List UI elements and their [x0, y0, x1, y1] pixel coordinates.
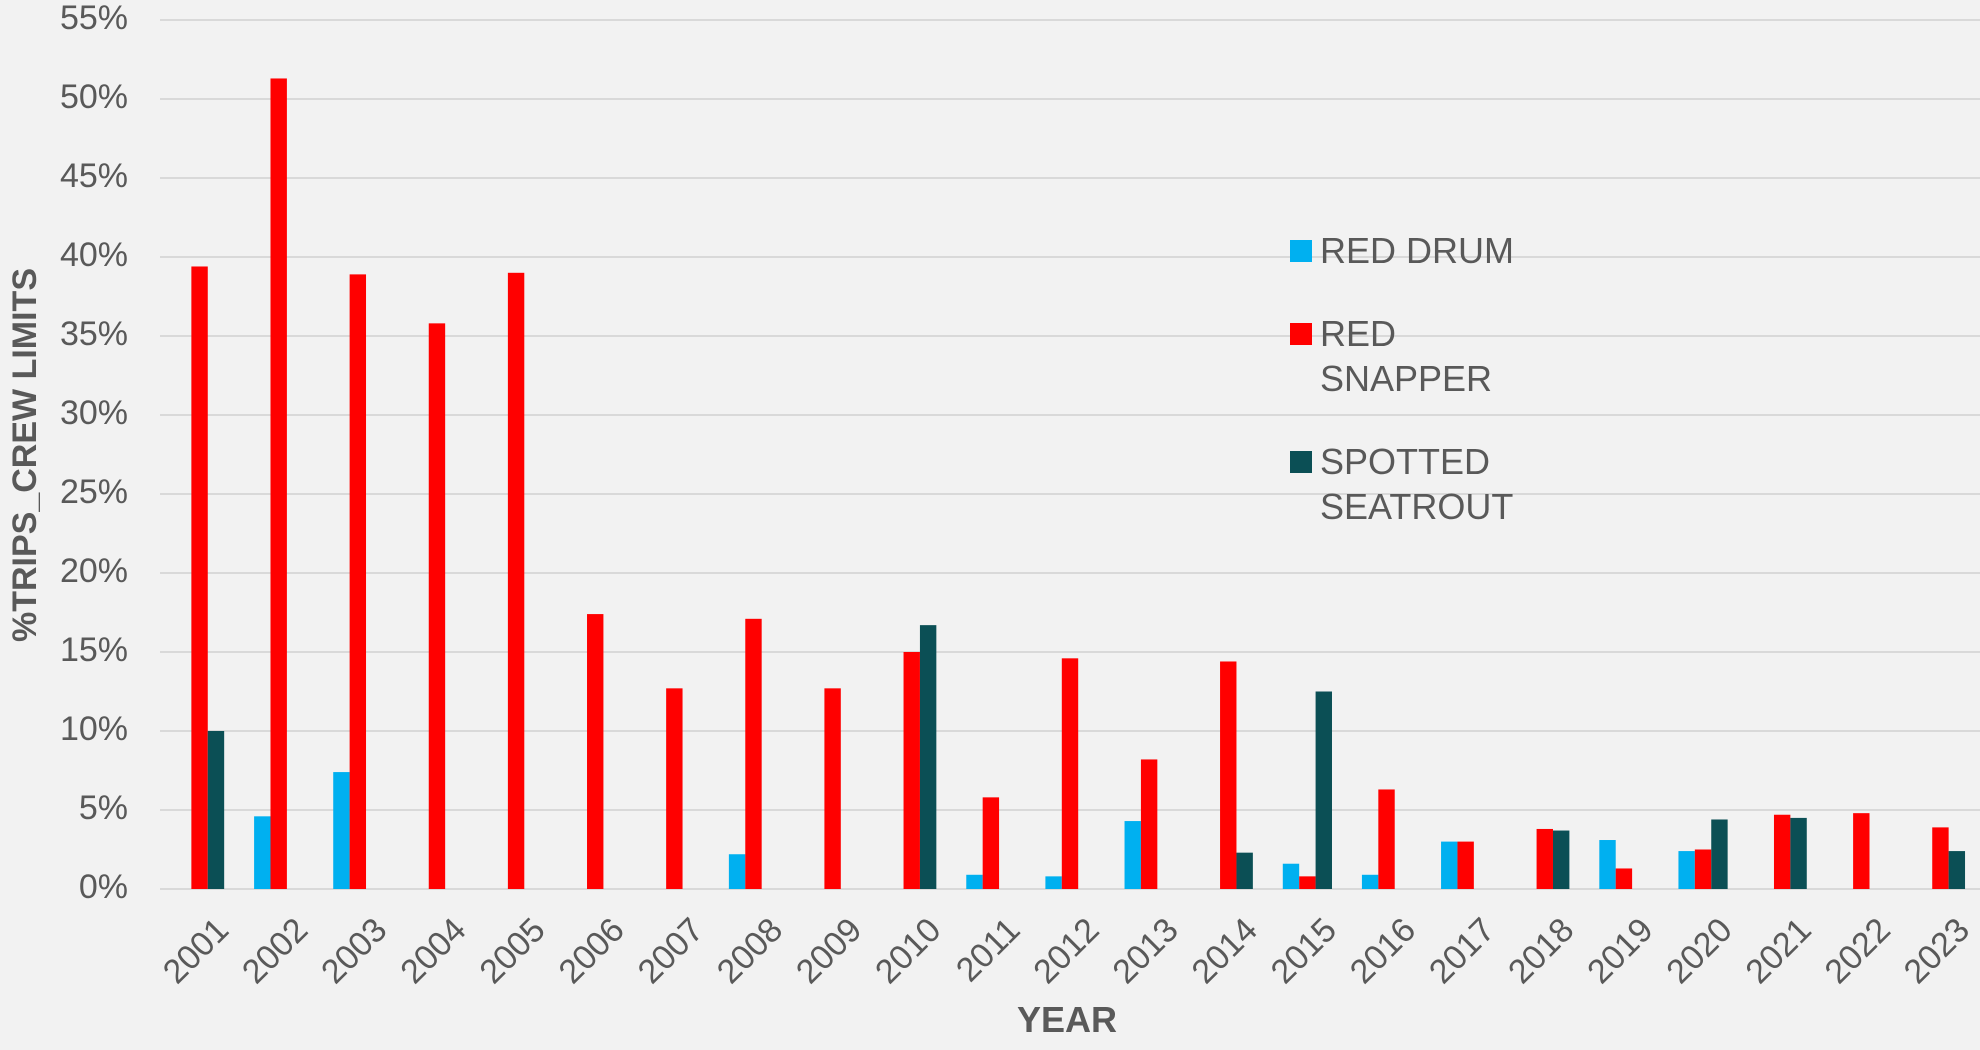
y-tick-label: 30%: [60, 394, 128, 432]
x-tick-label: 2015: [1264, 911, 1344, 991]
bar: [1536, 828, 1553, 889]
bar: [966, 874, 983, 889]
bar: [1790, 817, 1807, 889]
bar: [1220, 661, 1237, 889]
bar: [1441, 841, 1458, 889]
bar: [824, 688, 841, 889]
y-tick-label: 0%: [79, 868, 128, 906]
x-tick-label: 2023: [1897, 911, 1977, 991]
bar: [1045, 876, 1062, 889]
x-tick-label: 2008: [710, 911, 790, 991]
x-tick-label: 2003: [314, 911, 394, 991]
x-tick-label: 2004: [393, 911, 473, 991]
x-tick-label: 2001: [156, 911, 236, 991]
bar: [903, 652, 920, 889]
x-tick-label: 2010: [868, 911, 948, 991]
legend-swatch: [1290, 451, 1312, 473]
bar: [1378, 789, 1395, 889]
y-tick-label: 45%: [60, 157, 128, 195]
bar: [1315, 691, 1332, 889]
bar: [1140, 759, 1158, 889]
bar: [982, 797, 1000, 889]
legend: RED DRUM RED SNAPPER SPOTTED SEATROUT: [1290, 228, 1560, 567]
bar: [333, 772, 350, 889]
legend-label: RED SNAPPER: [1320, 313, 1493, 399]
y-tick-label: 55%: [60, 0, 128, 37]
legend-swatch: [1290, 323, 1312, 345]
x-tick-label: 2012: [1026, 911, 1106, 991]
bar: [1694, 849, 1712, 889]
bar: [1552, 830, 1570, 889]
x-tick-label: 2018: [1501, 911, 1581, 991]
y-axis-title: %TRIPS_CREW LIMITS: [6, 268, 44, 642]
x-tick-label: 2016: [1343, 911, 1423, 991]
bar: [1773, 814, 1791, 889]
bar: [507, 272, 525, 889]
bar: [254, 816, 271, 889]
y-tick-label: 35%: [60, 315, 128, 353]
bar: [270, 78, 287, 889]
y-tick-label: 25%: [60, 473, 128, 511]
y-tick-label: 5%: [79, 789, 128, 827]
legend-item: RED SNAPPER: [1290, 311, 1560, 401]
x-tick-label: 2002: [235, 911, 315, 991]
legend-item: SPOTTED SEATROUT: [1290, 439, 1560, 529]
bar: [1678, 851, 1695, 889]
bar: [587, 614, 604, 889]
x-tick-label: 2005: [472, 911, 552, 991]
legend-label: RED DRUM: [1320, 230, 1514, 271]
bar: [1299, 876, 1316, 889]
bar: [919, 625, 937, 889]
bar: [191, 266, 208, 890]
y-tick-label: 10%: [60, 710, 128, 748]
bar: [1711, 819, 1728, 889]
x-tick-label: 2014: [1185, 911, 1265, 991]
x-tick-label: 2009: [789, 911, 869, 991]
legend-item: RED DRUM: [1290, 228, 1560, 273]
bar: [1948, 851, 1966, 889]
bar: [1061, 658, 1079, 889]
bar: [1932, 827, 1949, 889]
bar: [666, 688, 683, 889]
bar: [207, 731, 225, 889]
bar: [1599, 840, 1616, 889]
bar: [1361, 874, 1379, 889]
y-tick-label: 20%: [60, 552, 128, 590]
bar: [1615, 868, 1633, 889]
bar: [1236, 852, 1253, 889]
x-tick-label: 2021: [1738, 911, 1818, 991]
bar: [428, 323, 446, 889]
x-tick-label: 2017: [1422, 911, 1502, 991]
x-tick-label: 2013: [1105, 911, 1185, 991]
x-axis-title: YEAR: [1017, 999, 1117, 1040]
bar: [1457, 841, 1474, 889]
bar: [745, 618, 762, 889]
x-tick-label: 2007: [631, 911, 711, 991]
y-tick-label: 50%: [60, 78, 128, 116]
x-tick-label: 2011: [949, 911, 1028, 990]
bar: [1282, 863, 1300, 889]
x-tick-label: 2020: [1659, 911, 1739, 991]
legend-label: SPOTTED SEATROUT: [1320, 441, 1514, 527]
bar: [1124, 821, 1141, 889]
legend-swatch: [1290, 240, 1312, 262]
y-tick-label: 40%: [60, 236, 128, 274]
x-tick-label: 2019: [1580, 911, 1660, 991]
x-tick-label: 2006: [551, 911, 631, 991]
bar: [1853, 813, 1870, 889]
y-tick-label: 15%: [60, 631, 128, 669]
bar: [728, 854, 746, 889]
bar: [349, 274, 367, 889]
x-tick-label: 2022: [1818, 911, 1898, 991]
